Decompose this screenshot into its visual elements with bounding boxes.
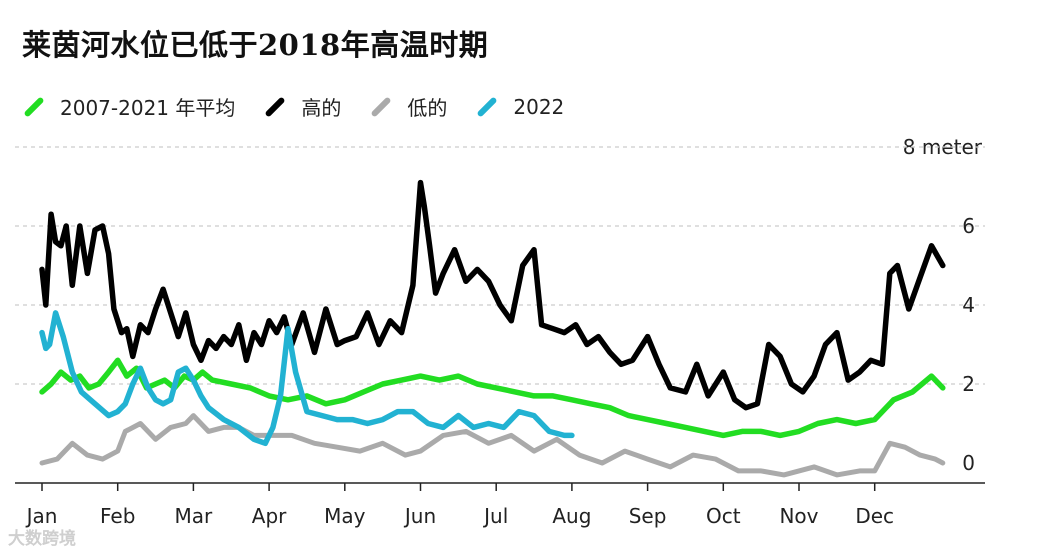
- series-line-high: [39, 179, 946, 411]
- x-tick-label-feb: Feb: [100, 504, 135, 528]
- legend-item-2022: 2022: [475, 95, 564, 119]
- y-tick-label-6: 6: [962, 214, 975, 238]
- x-tick-label-sep: Sep: [629, 504, 667, 528]
- y-tick-label-4: 4: [962, 293, 975, 317]
- series-line-y2022: [39, 310, 575, 447]
- legend-label-2022: 2022: [513, 94, 565, 119]
- x-tick-label-mar: Mar: [175, 504, 214, 528]
- y-tick-label-2: 2: [962, 372, 975, 396]
- watermark: 大数跨境: [8, 529, 76, 549]
- x-tick-label-may: May: [324, 504, 366, 528]
- legend-label-low: 低的: [407, 96, 448, 120]
- chart-title: 莱茵河水位已低于2018年高温时期: [22, 28, 489, 62]
- x-tick-label-jul: Jul: [482, 504, 508, 528]
- chart-legend: 2007-2021 年平均 高的 低的 2022: [22, 92, 592, 121]
- series-line-low: [39, 413, 946, 478]
- x-tick-label-nov: Nov: [779, 504, 818, 528]
- x-tick-label-jan: Jan: [25, 504, 58, 528]
- legend-item-avg: 2007-2021 年平均: [22, 92, 235, 121]
- legend-label-high: 高的: [301, 96, 342, 120]
- x-tick-label-dec: Dec: [855, 504, 894, 528]
- x-tick-label-apr: Apr: [252, 504, 287, 528]
- series-line-avg: [39, 357, 946, 439]
- legend-item-low: 低的: [369, 92, 447, 121]
- x-tick-label-oct: Oct: [706, 504, 741, 528]
- x-tick-label-aug: Aug: [552, 504, 591, 528]
- x-tick-label-jun: Jun: [403, 504, 436, 528]
- y-tick-label-0: 0: [962, 451, 975, 475]
- legend-item-high: 高的: [263, 92, 341, 121]
- legend-label-avg: 2007-2021 年平均: [60, 96, 236, 120]
